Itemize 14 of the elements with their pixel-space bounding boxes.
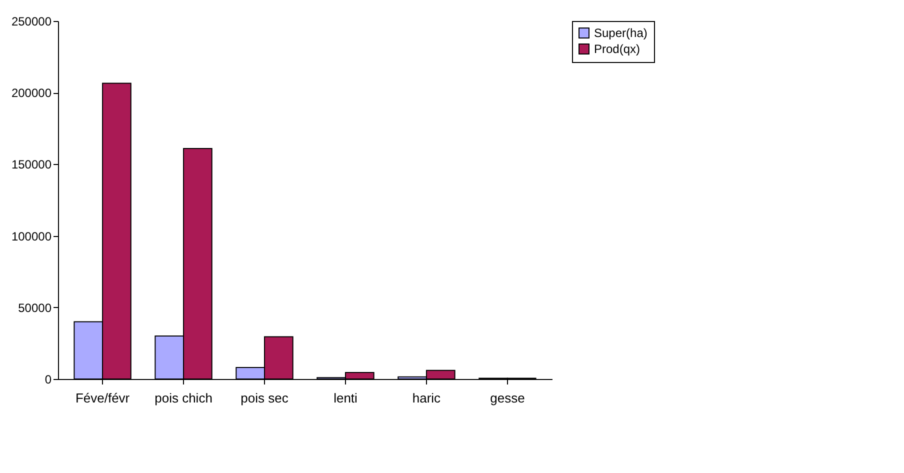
x-tick-label: Féve/févr [75, 390, 130, 406]
x-tick-label: pois chich [154, 390, 212, 406]
x-tick-label: lenti [334, 390, 358, 406]
legend-label: Prod(qx) [594, 42, 640, 56]
x-tick-label: gesse [490, 390, 525, 406]
y-tick-label: 100000 [11, 229, 52, 244]
x-tick-label: haric [412, 390, 442, 406]
y-tick-label: 250000 [11, 14, 52, 28]
legend-label: Super(ha) [594, 26, 648, 40]
y-tick-label: 200000 [11, 86, 52, 100]
y-tick-label: 0 [44, 372, 52, 386]
x-tick-label: pois sec [240, 390, 289, 406]
y-tick-label: 150000 [11, 158, 52, 172]
y-tick-label: 50000 [18, 300, 52, 315]
